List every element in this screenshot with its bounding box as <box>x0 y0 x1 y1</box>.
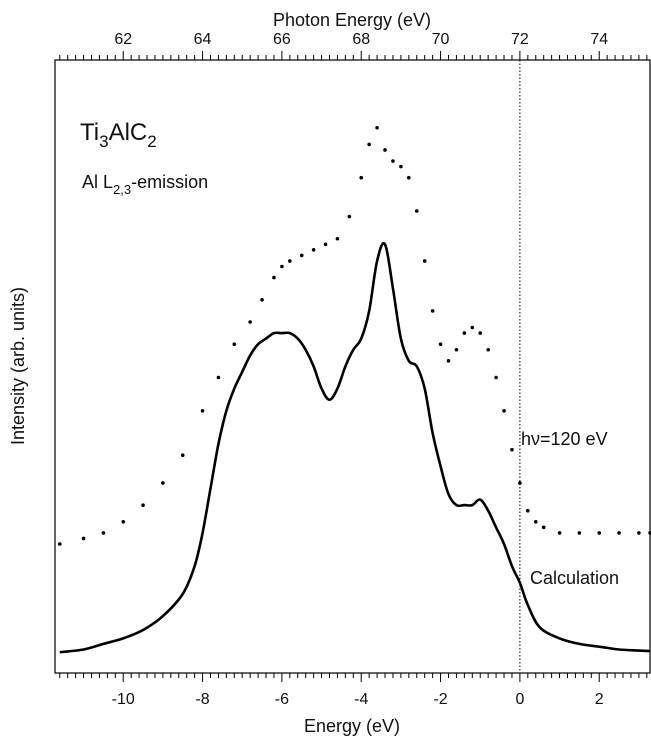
compound-mid: AlC <box>109 119 148 146</box>
data-point <box>299 253 304 258</box>
bottom-axis-tick-label: 0 <box>515 691 524 708</box>
y-axis-title: Intensity (arb. units) <box>8 287 28 445</box>
data-point <box>161 481 165 485</box>
top-axis-tick-labels: 62 64 66 68 70 72 74 <box>114 31 608 48</box>
bottom-axis-tick-label: -2 <box>433 691 447 708</box>
bottom-axis-tick-label: -10 <box>112 691 135 708</box>
top-axis-tick-label: 64 <box>194 31 212 48</box>
top-axis-ticks <box>59 51 648 60</box>
calculation-annotation: Calculation <box>530 568 619 588</box>
data-point <box>311 248 316 252</box>
data-point <box>541 525 546 530</box>
emission-sub: 2,3 <box>113 182 131 197</box>
data-point <box>407 175 411 180</box>
data-point <box>648 531 651 535</box>
top-axis-tick-label: 74 <box>590 31 608 48</box>
data-point <box>391 159 395 163</box>
bottom-axis-tick-label: -8 <box>195 691 209 708</box>
series-calculation-line <box>59 241 651 654</box>
data-point <box>470 325 475 330</box>
data-point <box>232 342 237 347</box>
emission-base: Al L <box>82 172 113 192</box>
bottom-axis-ticks <box>59 673 648 682</box>
data-point <box>438 342 443 347</box>
data-point <box>557 531 562 535</box>
data-point <box>446 359 451 363</box>
data-point <box>359 175 364 180</box>
data-point <box>101 531 106 535</box>
top-axis-tick-label: 70 <box>432 31 450 48</box>
bottom-axis-tick-labels: -10 -8 -6 -4 -2 0 2 <box>112 691 604 708</box>
bottom-axis-title: Energy (eV) <box>304 716 400 736</box>
data-point <box>494 375 498 380</box>
data-point <box>121 520 126 524</box>
data-point <box>288 259 292 263</box>
top-axis-title: Photon Energy (eV) <box>273 10 431 30</box>
data-point <box>518 481 522 485</box>
data-point <box>200 409 205 413</box>
bottom-axis-tick-label: -6 <box>275 691 289 708</box>
data-point <box>57 542 62 546</box>
data-point <box>414 209 419 213</box>
data-point <box>347 214 352 219</box>
data-point <box>478 331 483 335</box>
compound-annotation: Ti3AlC2 <box>80 119 157 151</box>
data-point <box>430 309 435 313</box>
data-point <box>216 375 221 380</box>
data-point <box>323 242 328 247</box>
data-point <box>180 453 185 458</box>
data-point <box>375 125 379 130</box>
compound-sub2: 2 <box>147 132 156 151</box>
data-point <box>533 520 538 524</box>
data-point <box>272 275 276 280</box>
data-point <box>510 447 514 452</box>
data-point <box>367 142 371 147</box>
data-point <box>335 236 340 241</box>
data-point <box>81 536 86 541</box>
excitation-annotation: hν=120 eV <box>521 429 608 449</box>
data-point <box>577 531 582 535</box>
compound-base: Ti <box>80 119 99 146</box>
data-point <box>141 503 145 507</box>
top-axis-tick-label: 72 <box>511 31 529 48</box>
data-point <box>462 331 467 335</box>
data-point <box>617 531 621 535</box>
compound-sub1: 3 <box>99 132 108 151</box>
data-point <box>526 508 530 513</box>
series-experimental-dots <box>57 125 651 546</box>
emission-annotation: Al L2,3-emission <box>82 172 208 197</box>
bottom-axis-tick-label: 2 <box>595 691 604 708</box>
data-point <box>637 531 641 535</box>
data-point <box>248 320 252 324</box>
top-axis-tick-label: 62 <box>114 31 132 48</box>
bottom-axis-tick-label: -4 <box>354 691 368 708</box>
top-axis-tick-label: 66 <box>273 31 291 48</box>
data-point <box>399 164 403 169</box>
data-point <box>383 148 387 152</box>
data-point <box>486 347 490 352</box>
top-axis-tick-label: 68 <box>352 31 370 48</box>
plot-frame <box>54 59 651 674</box>
data-point <box>422 259 427 263</box>
data-point <box>454 347 459 352</box>
emission-tail: -emission <box>131 172 208 192</box>
data-point <box>502 409 506 413</box>
data-point <box>280 264 284 269</box>
data-point <box>597 531 602 535</box>
data-point <box>260 298 264 302</box>
